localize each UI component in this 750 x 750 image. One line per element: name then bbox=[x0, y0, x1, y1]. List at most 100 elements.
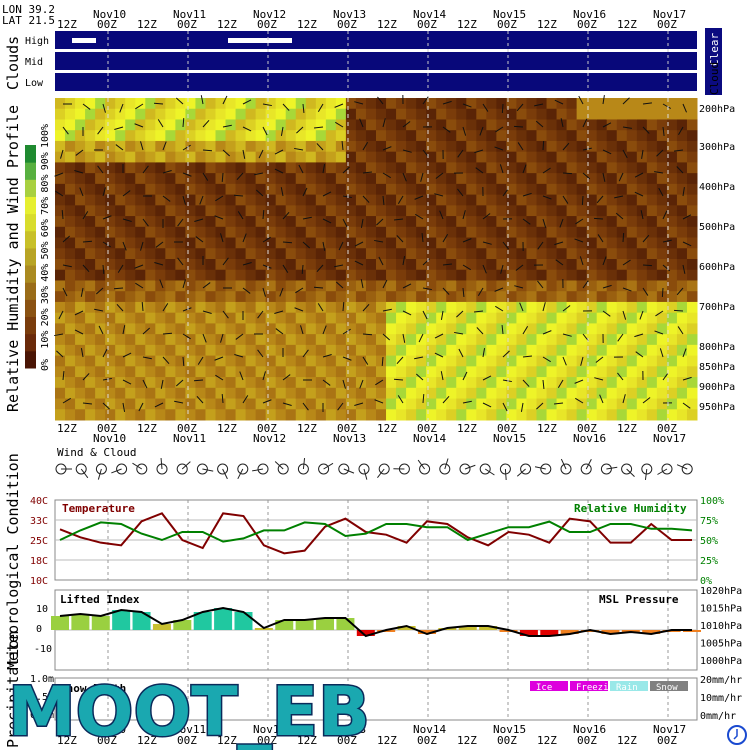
rh-cell bbox=[656, 387, 668, 400]
rh-cell bbox=[506, 248, 517, 260]
rh-cell bbox=[416, 301, 427, 314]
wind-barb bbox=[202, 149, 213, 152]
wind-barb bbox=[457, 149, 464, 158]
wind-barb bbox=[682, 214, 692, 220]
wind-barb bbox=[618, 172, 624, 182]
rh-cell bbox=[355, 269, 367, 281]
rh-cell bbox=[466, 291, 477, 303]
rh-cell bbox=[325, 98, 337, 110]
rh-axis-tick: 100% bbox=[700, 496, 724, 507]
rh-cell bbox=[486, 323, 497, 335]
rh-cell bbox=[315, 98, 327, 110]
wind-barb bbox=[335, 121, 344, 128]
top-hour-label: 12Z bbox=[217, 18, 237, 31]
rh-cell bbox=[476, 226, 487, 239]
rh-cell bbox=[235, 140, 247, 153]
rh-cell bbox=[135, 323, 146, 335]
rh-cell bbox=[75, 301, 86, 314]
rh-cell bbox=[235, 237, 247, 249]
rh-cell bbox=[185, 355, 196, 367]
cloud-legend-clear: Clear bbox=[708, 33, 721, 66]
rh-cell bbox=[656, 334, 668, 346]
wind-barb bbox=[242, 126, 252, 132]
rh-cell bbox=[646, 237, 658, 249]
rh-cell bbox=[636, 119, 648, 131]
rh-cell bbox=[225, 194, 237, 206]
rh-cell bbox=[516, 355, 527, 367]
rh-cell bbox=[546, 323, 558, 335]
temp-axis-tick: 33C bbox=[30, 516, 48, 527]
rh-cell bbox=[225, 301, 237, 314]
mid-hour-label: 00Z bbox=[177, 422, 197, 435]
rh-cell bbox=[626, 216, 638, 228]
rh-cell bbox=[55, 173, 66, 185]
rh-cell bbox=[586, 130, 598, 142]
wind-barb bbox=[300, 325, 304, 335]
rh-cell bbox=[175, 173, 186, 185]
rh-cell bbox=[315, 140, 327, 153]
li-bar bbox=[417, 630, 436, 634]
rh-cell bbox=[496, 334, 507, 346]
rh-cell bbox=[546, 216, 558, 228]
wind-barb bbox=[242, 262, 252, 266]
rh-cell bbox=[376, 366, 387, 378]
rh-cell bbox=[95, 344, 106, 357]
wind-barb bbox=[282, 211, 290, 220]
wind-barb bbox=[102, 377, 112, 381]
rh-cell bbox=[636, 323, 648, 335]
rh-cell bbox=[225, 216, 237, 228]
rh-cell bbox=[215, 280, 227, 292]
wind-barb bbox=[316, 264, 324, 273]
rh-cell bbox=[676, 334, 688, 346]
rh-cell bbox=[335, 259, 347, 271]
rh-cell bbox=[175, 98, 186, 110]
rh-cell bbox=[406, 312, 417, 324]
rh-cell bbox=[466, 151, 477, 163]
wind-barb bbox=[102, 264, 105, 275]
rh-cell bbox=[576, 312, 588, 324]
rh-cell bbox=[576, 248, 588, 260]
rh-cell bbox=[255, 98, 267, 110]
rh-cell bbox=[646, 140, 658, 153]
rh-cell bbox=[586, 237, 598, 249]
rh-cell bbox=[446, 301, 457, 314]
rh-cell bbox=[546, 130, 558, 142]
rh-cell bbox=[235, 269, 247, 281]
rh-cell bbox=[55, 355, 66, 367]
rh-cell bbox=[446, 280, 457, 292]
rh-cell bbox=[666, 237, 678, 249]
rh-cell bbox=[386, 130, 397, 142]
rh-cell bbox=[75, 108, 86, 120]
rh-cell bbox=[376, 334, 387, 346]
rh-cell bbox=[345, 237, 357, 249]
rh-cell bbox=[55, 280, 66, 292]
rh-cell bbox=[215, 140, 227, 153]
rh-cell bbox=[335, 237, 347, 249]
rh-cell bbox=[616, 269, 628, 281]
rh-cell bbox=[526, 151, 537, 163]
rh-cell bbox=[406, 323, 417, 335]
wind-barb bbox=[335, 281, 344, 289]
rh-cell bbox=[526, 173, 537, 185]
rh-cell bbox=[636, 280, 648, 292]
rh-cell bbox=[145, 312, 156, 324]
rh-cell bbox=[626, 162, 638, 174]
rh-cell bbox=[416, 130, 427, 142]
rh-cell bbox=[205, 151, 216, 163]
rh-cell bbox=[376, 398, 387, 410]
li-bar bbox=[152, 624, 171, 630]
wind-barb bbox=[542, 218, 547, 228]
rh-cell bbox=[205, 409, 216, 421]
rh-cell bbox=[285, 398, 297, 410]
rh-cell bbox=[486, 366, 497, 378]
wind-cloud-row bbox=[55, 457, 693, 481]
rh-cell bbox=[496, 366, 507, 378]
rh-cell bbox=[426, 140, 437, 153]
wind-barb bbox=[594, 377, 604, 381]
rh-cell bbox=[125, 98, 136, 110]
rh-cell bbox=[145, 183, 156, 196]
rh-cell bbox=[315, 377, 327, 389]
wind-barb bbox=[359, 379, 364, 389]
rh-cell bbox=[576, 162, 588, 174]
rh-cell bbox=[175, 323, 186, 335]
